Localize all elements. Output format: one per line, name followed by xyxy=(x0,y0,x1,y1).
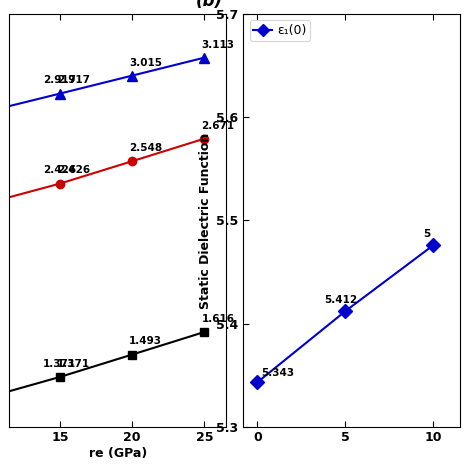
Text: 1.371: 1.371 xyxy=(57,359,90,369)
Text: 2.426: 2.426 xyxy=(57,165,90,175)
Legend: ε₁(0): ε₁(0) xyxy=(249,20,310,41)
Text: (b): (b) xyxy=(196,0,223,10)
X-axis label: re (GPa): re (GPa) xyxy=(89,447,147,460)
Text: 3.015: 3.015 xyxy=(129,57,162,67)
Text: 2.548: 2.548 xyxy=(129,143,163,153)
Text: 2.671: 2.671 xyxy=(201,120,235,130)
Y-axis label: Static Dielectric Function: Static Dielectric Function xyxy=(199,132,212,309)
Text: 2.426: 2.426 xyxy=(43,165,76,175)
Text: 5.343: 5.343 xyxy=(261,368,294,378)
Text: 1.616: 1.616 xyxy=(201,314,235,324)
Text: 3.113: 3.113 xyxy=(201,39,235,50)
Text: 1.371: 1.371 xyxy=(43,359,76,369)
Text: 2.917: 2.917 xyxy=(57,75,90,85)
Text: 5: 5 xyxy=(423,229,430,239)
Text: 2.917: 2.917 xyxy=(43,75,76,85)
Text: 5.412: 5.412 xyxy=(324,295,357,305)
Text: 1.493: 1.493 xyxy=(129,337,162,346)
